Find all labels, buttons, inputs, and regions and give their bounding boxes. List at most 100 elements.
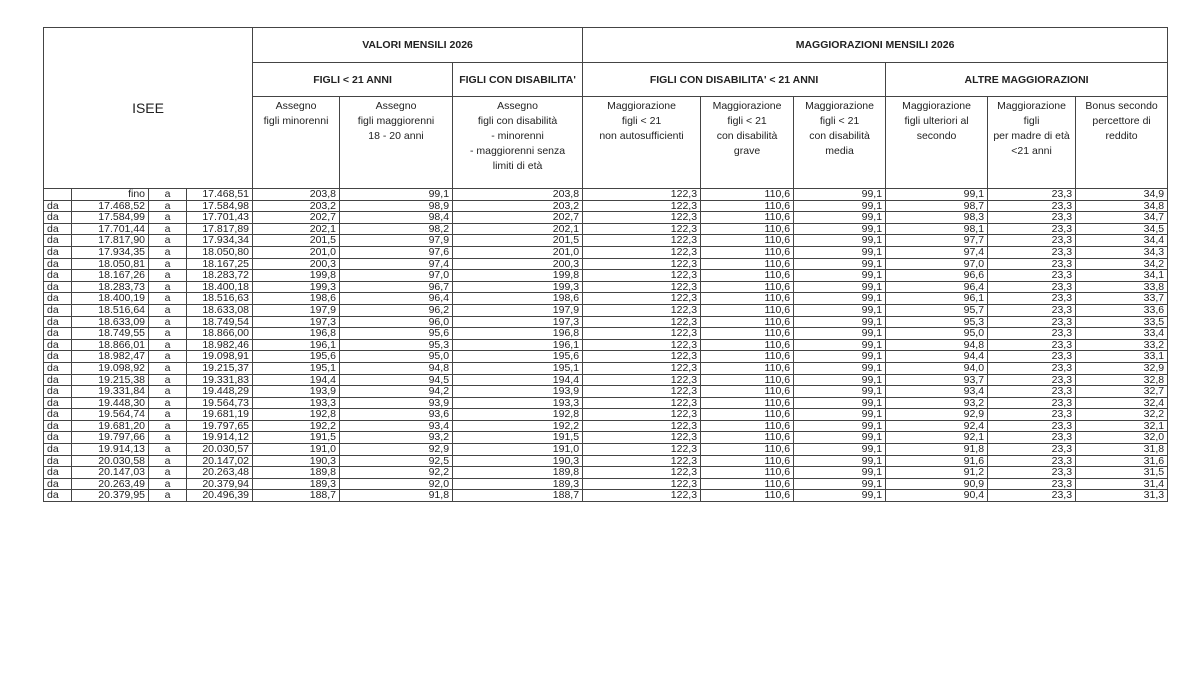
table-cell: 92,9 <box>885 408 989 421</box>
table-cell: 31,3 <box>1075 489 1169 503</box>
table-cell: 94,5 <box>339 373 454 387</box>
table-cell: 19.331,84 <box>71 385 149 398</box>
table-cell: 91,2 <box>885 466 989 479</box>
table-cell: 96,4 <box>885 280 989 294</box>
table-cell: 110,6 <box>700 373 795 387</box>
table-cell: 110,6 <box>700 361 795 375</box>
table-cell: 122,3 <box>582 396 702 410</box>
table-body: fino a 17.468,51 203,8 99,1 203,8 122,3 110,6 99… <box>43 188 1169 503</box>
table-cell: 202,7 <box>452 211 584 224</box>
table-cell: 94,2 <box>339 385 454 398</box>
table-cell: 122,3 <box>582 361 702 375</box>
table-cell: 99,1 <box>793 477 887 491</box>
table-cell: 18.633,08 <box>185 303 254 317</box>
table-row: da 18.749,55 a 18.866,00 196,8 95,6 196,8 122,3… <box>43 327 1169 340</box>
table-cell: 197,3 <box>452 315 584 329</box>
table-cell: a <box>148 350 187 363</box>
table-cell: 199,8 <box>452 269 584 282</box>
table-cell: 198,6 <box>252 292 341 305</box>
table-cell: 19.448,29 <box>185 385 254 398</box>
table-cell: 32,1 <box>1075 419 1169 433</box>
table-cell: a <box>148 408 187 421</box>
table-cell: 23,3 <box>987 303 1077 317</box>
table-cell: 23,3 <box>987 327 1077 340</box>
table-cell: 122,3 <box>582 419 702 433</box>
table-cell: 20.030,57 <box>185 443 254 456</box>
figli-disabilita-21-header: FIGLI CON DISABILITA' < 21 ANNI <box>582 62 887 97</box>
table-cell: 19.797,65 <box>185 419 254 433</box>
table-cell: 93,7 <box>885 373 989 387</box>
table-cell: 20.263,48 <box>185 466 254 479</box>
column-header: Maggiorazione figli ulteriori al secondo <box>885 96 989 189</box>
table-cell: 17.934,34 <box>185 234 254 247</box>
table-row: da 20.030,58 a 20.147,02 190,3 92,5 190,3 122,3… <box>43 454 1169 468</box>
table-cell: 23,3 <box>987 280 1077 294</box>
table-cell: 98,3 <box>885 211 989 224</box>
table-cell: fino <box>71 188 149 201</box>
table-cell: 98,2 <box>339 222 454 236</box>
table-cell: 95,3 <box>885 315 989 329</box>
table-cell: a <box>148 188 187 201</box>
table-cell: 192,2 <box>252 419 341 433</box>
table-cell: 23,3 <box>987 443 1077 456</box>
table-cell: 99,1 <box>793 222 887 236</box>
table-cell: 99,1 <box>793 454 887 468</box>
table-row: da 17.468,52 a 17.584,98 203,2 98,9 203,2 122,3… <box>43 199 1169 213</box>
table-cell: 96,7 <box>339 280 454 294</box>
table-cell: 19.215,38 <box>71 373 149 387</box>
table-cell: 19.098,92 <box>71 361 149 375</box>
table-cell: 193,3 <box>252 396 341 410</box>
column-header: Maggiorazione figli < 21 non autosuffici… <box>582 96 702 189</box>
table-cell: a <box>148 245 187 259</box>
table-cell: 188,7 <box>452 489 584 503</box>
column-header: Assegno figli minorenni <box>252 96 341 189</box>
table-cell: 122,3 <box>582 477 702 491</box>
table-cell: 199,8 <box>252 269 341 282</box>
altre-maggiorazioni-header: ALTRE MAGGIORAZIONI <box>885 62 1169 97</box>
table-cell: 122,3 <box>582 222 702 236</box>
table-cell: 93,4 <box>339 419 454 433</box>
table-cell: 193,9 <box>252 385 341 398</box>
table-cell: 195,6 <box>452 350 584 363</box>
table-cell: 33,2 <box>1075 338 1169 352</box>
table-cell: da <box>43 466 72 479</box>
table-cell: 122,3 <box>582 338 702 352</box>
table-cell: 90,9 <box>885 477 989 491</box>
table-cell: 110,6 <box>700 234 795 247</box>
table-row: da 18.866,01 a 18.982,46 196,1 95,3 196,1 122,3… <box>43 338 1169 352</box>
table-cell: 97,6 <box>339 245 454 259</box>
table-cell: 99,1 <box>793 303 887 317</box>
table-cell: 99,1 <box>793 396 887 410</box>
table-cell: 99,1 <box>793 257 887 271</box>
table-cell: 97,4 <box>339 257 454 271</box>
table-cell: 18.050,80 <box>185 245 254 259</box>
table-row: da 18.167,26 a 18.283,72 199,8 97,0 199,8 122,3… <box>43 269 1169 282</box>
table-cell: da <box>43 431 72 445</box>
table-cell: 23,3 <box>987 385 1077 398</box>
table-cell: 122,3 <box>582 408 702 421</box>
table-row: da 19.448,30 a 19.564,73 193,3 93,9 193,3 122,3… <box>43 396 1169 410</box>
table-cell: 201,5 <box>452 234 584 247</box>
table-cell: 99,1 <box>793 431 887 445</box>
table-cell: 94,8 <box>885 338 989 352</box>
maggiorazioni-mensili-header: MAGGIORAZIONI MENSILI 2026 <box>582 27 1169 63</box>
table-row: da 17.584,99 a 17.701,43 202,7 98,4 202,7 122,3… <box>43 211 1169 224</box>
table-cell: 99,1 <box>793 408 887 421</box>
table-cell: 99,1 <box>885 188 989 201</box>
table-cell: 201,5 <box>252 234 341 247</box>
table-cell: 17.701,43 <box>185 211 254 224</box>
table-cell: 201,0 <box>452 245 584 259</box>
table-cell: 99,1 <box>793 419 887 433</box>
table-cell: 122,3 <box>582 385 702 398</box>
table-cell: 33,5 <box>1075 315 1169 329</box>
table-cell: 99,1 <box>793 245 887 259</box>
table-cell: 122,3 <box>582 315 702 329</box>
table-cell: 93,4 <box>885 385 989 398</box>
table-cell: 23,3 <box>987 396 1077 410</box>
table-cell: 95,0 <box>885 327 989 340</box>
table-cell: 20.379,94 <box>185 477 254 491</box>
table-cell: da <box>43 269 72 282</box>
table-cell: 99,1 <box>793 466 887 479</box>
table-cell: 18.516,63 <box>185 292 254 305</box>
table-cell: 18.400,19 <box>71 292 149 305</box>
